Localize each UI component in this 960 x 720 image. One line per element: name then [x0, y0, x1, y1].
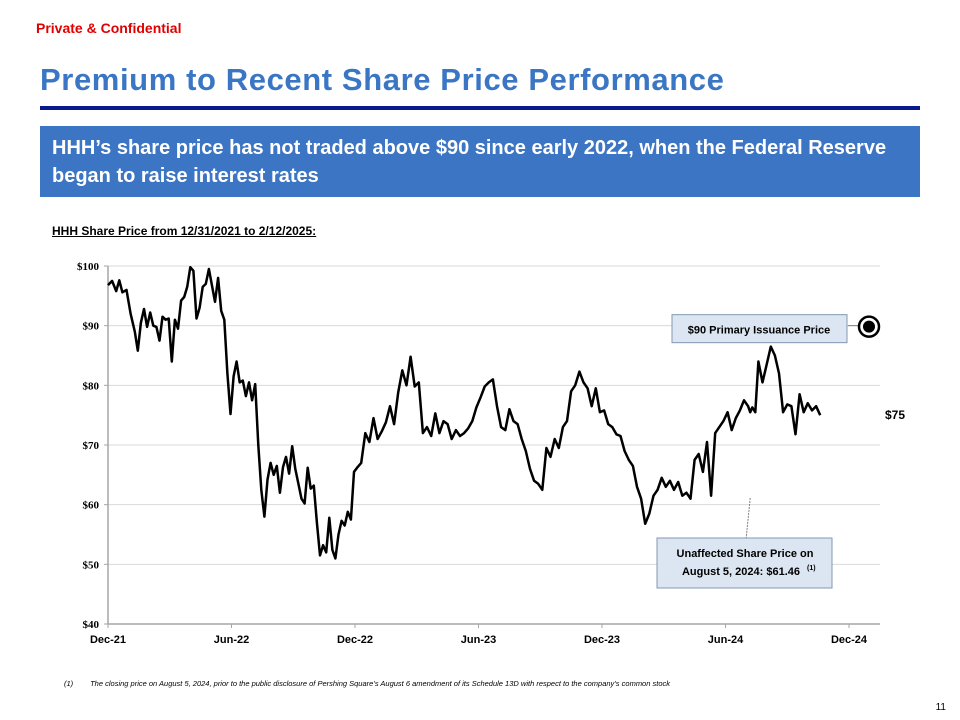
price-line [107, 265, 822, 560]
x-tick-label: Jun-23 [461, 634, 496, 646]
y-tick-label: $70 [83, 440, 100, 452]
footnote-number: (1) [64, 679, 74, 688]
footnote-text: The closing price on August 5, 2024, pri… [90, 679, 670, 688]
axes: $40 $50 $60 $70 $80 $90 $100 Dec-21 Jun-22 Dec-22… [77, 261, 880, 646]
annotation-layer: Unaffected Share Price on August 5, 2024:… [656, 408, 905, 589]
x-tick-label: Jun-22 [214, 634, 249, 646]
x-tick-label: Dec-22 [337, 634, 373, 646]
page-title: Premium to Recent Share Price Performanc… [40, 62, 725, 97]
unaffected-price-footnote-ref: (1) [807, 565, 816, 572]
page-number: 11 [935, 702, 946, 713]
x-tick-label: Dec-23 [584, 634, 620, 646]
x-tick-label: Dec-24 [831, 634, 868, 646]
unaffected-price-callout [656, 537, 833, 589]
y-tick-label: $90 [83, 321, 100, 333]
issuance-price-callout [671, 314, 848, 344]
y-tick-label: $80 [83, 380, 100, 392]
footnote: (1) The closing price on August 5, 2024,… [64, 679, 670, 688]
confidentiality-label: Private & Confidential [36, 20, 182, 36]
issuance-price-marker-dot [863, 320, 875, 333]
y-tick-label: $40 [83, 619, 100, 631]
title-divider [40, 106, 920, 110]
y-tick-label: $50 [83, 559, 100, 571]
latest-price-label: $75 [885, 408, 905, 422]
unaffected-price-leader [745, 497, 751, 539]
y-tick-label: $100 [77, 261, 100, 273]
gridlines [108, 265, 880, 565]
unaffected-price-label-line2: August 5, 2024: $61.46 [682, 566, 800, 578]
x-tick-label: Dec-21 [90, 634, 126, 646]
key-message-banner: HHH’s share price has not traded above $… [40, 126, 920, 197]
banner-text: HHH’s share price has not traded above $… [52, 137, 887, 187]
y-tick-label: $60 [83, 500, 100, 512]
chart-caption: HHH Share Price from 12/31/2021 to 2/12/… [52, 224, 317, 238]
price-line-layer [107, 265, 822, 560]
issuance-price-label: $90 Primary Issuance Price [688, 325, 830, 337]
x-tick-label: Jun-24 [708, 634, 744, 646]
unaffected-price-label-line1: Unaffected Share Price on [677, 548, 814, 560]
reference-layer: $90 Primary Issuance Price [671, 314, 881, 344]
